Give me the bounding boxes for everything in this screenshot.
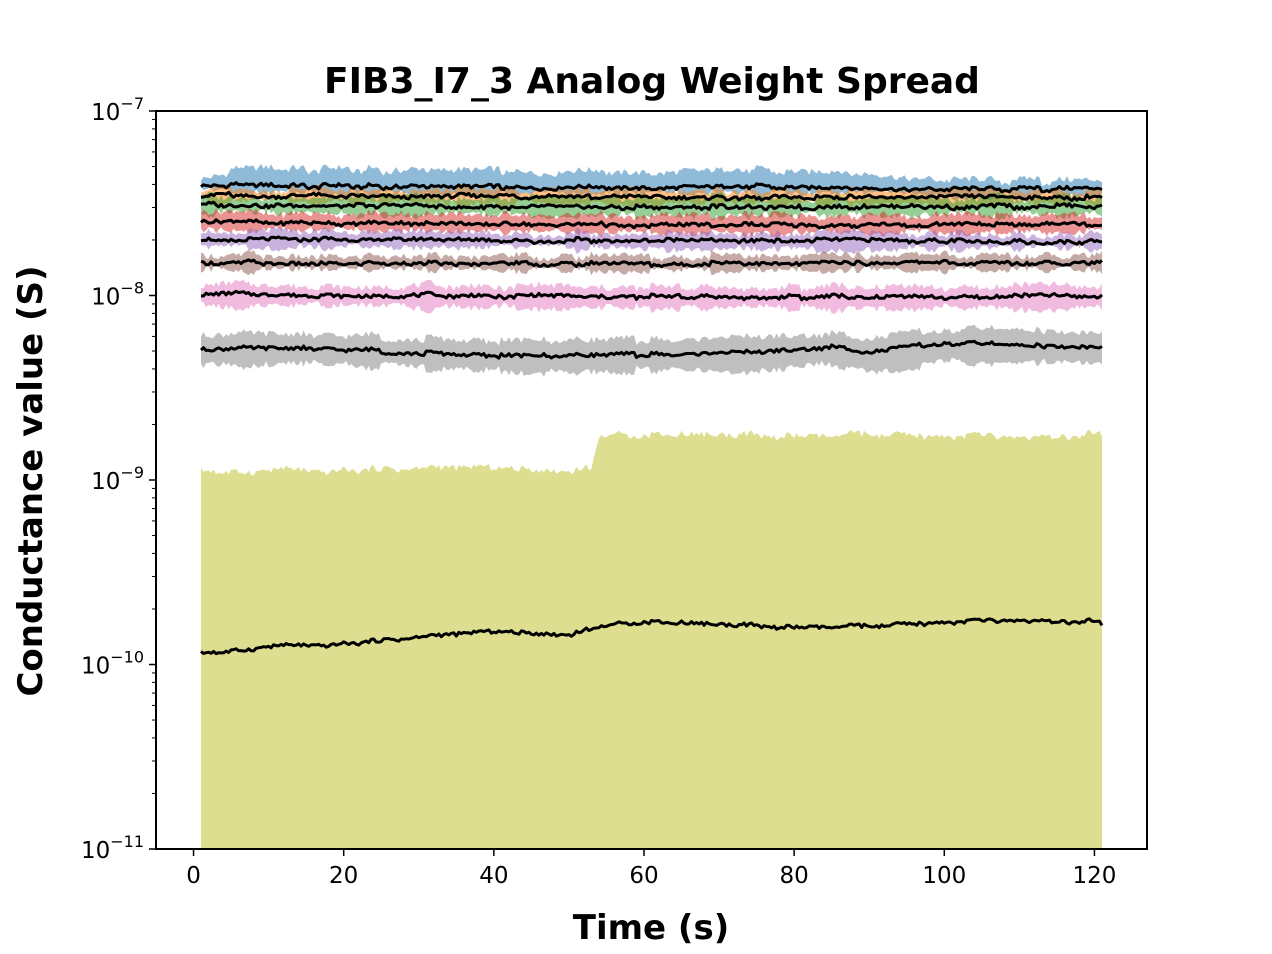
mean-line-7 bbox=[200, 289, 1103, 302]
x-tick-label: 120 bbox=[1072, 863, 1116, 889]
mean-line-8 bbox=[199, 339, 1103, 360]
spread-band-9 bbox=[201, 429, 1102, 849]
chart-title: FIB3_I7_3 Analog Weight Spread bbox=[324, 61, 980, 102]
mean-line-2 bbox=[200, 190, 1103, 203]
spread-bands bbox=[201, 164, 1102, 849]
x-axis-label: Time (s) bbox=[573, 908, 730, 948]
x-tick-label: 60 bbox=[629, 863, 658, 889]
y-tick-label: 10−10 bbox=[81, 648, 144, 680]
x-tick-label: 40 bbox=[479, 863, 508, 889]
mean-line-6 bbox=[200, 258, 1103, 269]
y-tick-label: 10−9 bbox=[91, 463, 144, 495]
mean-line-9 bbox=[200, 617, 1104, 656]
spread-band-6 bbox=[201, 249, 1102, 276]
mean-line-3 bbox=[200, 200, 1103, 212]
mean-lines bbox=[199, 181, 1104, 656]
y-tick-label: 10−8 bbox=[91, 279, 144, 311]
mean-line-4 bbox=[200, 218, 1103, 230]
x-axis-ticks: 0 20 40 60 80 100 120 bbox=[186, 849, 1116, 889]
x-tick-label: 80 bbox=[780, 863, 809, 889]
mean-line-1 bbox=[200, 181, 1103, 194]
mean-line-5 bbox=[200, 235, 1103, 246]
y-tick-label: 10−7 bbox=[91, 94, 144, 126]
x-tick-label: 100 bbox=[922, 863, 966, 889]
x-tick-label: 0 bbox=[186, 863, 201, 889]
x-tick-label: 20 bbox=[329, 863, 358, 889]
y-axis-label: Conductance value (S) bbox=[11, 265, 51, 696]
y-axis-ticks: 10−11 10−10 10−9 10−8 10−7 bbox=[81, 94, 156, 864]
y-tick-label: 10−11 bbox=[81, 832, 144, 864]
